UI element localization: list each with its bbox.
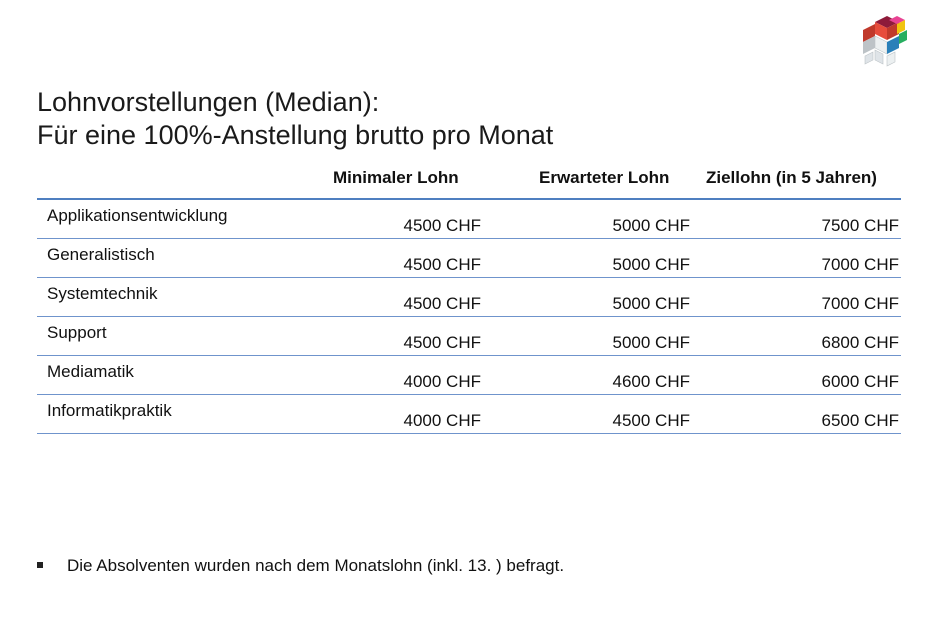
- row-label: Mediamatik: [47, 362, 134, 381]
- page-title: Lohnvorstellungen (Median): Für eine 100…: [37, 86, 897, 152]
- table-row: Informatikpraktik 4000 CHF 4500 CHF 6500…: [37, 395, 901, 434]
- value-minimal: 4500 CHF: [403, 255, 481, 274]
- row-label: Support: [47, 323, 107, 342]
- table-header: Minimaler Lohn Erwarteter Lohn Ziellohn …: [37, 162, 901, 200]
- value-minimal: 4000 CHF: [403, 411, 481, 430]
- value-minimal: 4500 CHF: [403, 333, 481, 352]
- table-row: Support 4500 CHF 5000 CHF 6800 CHF: [37, 317, 901, 356]
- header-erwarteter-lohn: Erwarteter Lohn: [539, 168, 670, 187]
- header-ziellohn: Ziellohn (in 5 Jahren): [706, 168, 877, 187]
- table-row: Generalistisch 4500 CHF 5000 CHF 7000 CH…: [37, 239, 901, 278]
- row-label: Informatikpraktik: [47, 401, 172, 420]
- square-bullet-icon: [37, 561, 43, 568]
- colored-cube-logo-icon: [863, 16, 907, 67]
- value-minimal: 4000 CHF: [403, 372, 481, 391]
- title-line-1: Lohnvorstellungen (Median):: [37, 87, 380, 117]
- value-minimal: 4500 CHF: [403, 216, 481, 235]
- row-label: Generalistisch: [47, 245, 155, 264]
- title-line-2: Für eine 100%-Anstellung brutto pro Mona…: [37, 120, 554, 150]
- value-target: 7500 CHF: [821, 216, 899, 235]
- footnote-text: Die Absolventen wurden nach dem Monatslo…: [67, 556, 565, 575]
- table-row: Mediamatik 4000 CHF 4600 CHF 6000 CHF: [37, 356, 901, 395]
- table-row: Applikationsentwicklung 4500 CHF 5000 CH…: [37, 200, 901, 239]
- row-label: Applikationsentwicklung: [47, 206, 228, 225]
- value-target: 6500 CHF: [821, 411, 899, 430]
- value-target: 7000 CHF: [821, 294, 899, 313]
- footnote: Die Absolventen wurden nach dem Monatslo…: [37, 556, 564, 576]
- value-expected: 5000 CHF: [612, 294, 690, 313]
- salary-table: Minimaler Lohn Erwarteter Lohn Ziellohn …: [37, 162, 901, 434]
- value-target: 6800 CHF: [821, 333, 899, 352]
- value-target: 6000 CHF: [821, 372, 899, 391]
- value-minimal: 4500 CHF: [403, 294, 481, 313]
- value-expected: 5000 CHF: [612, 216, 690, 235]
- value-expected: 5000 CHF: [612, 333, 690, 352]
- value-expected: 4500 CHF: [612, 411, 690, 430]
- value-target: 7000 CHF: [821, 255, 899, 274]
- value-expected: 4600 CHF: [612, 372, 690, 391]
- row-label: Systemtechnik: [47, 284, 158, 303]
- value-expected: 5000 CHF: [612, 255, 690, 274]
- header-minimaler-lohn: Minimaler Lohn: [333, 168, 459, 187]
- table-row: Systemtechnik 4500 CHF 5000 CHF 7000 CHF: [37, 278, 901, 317]
